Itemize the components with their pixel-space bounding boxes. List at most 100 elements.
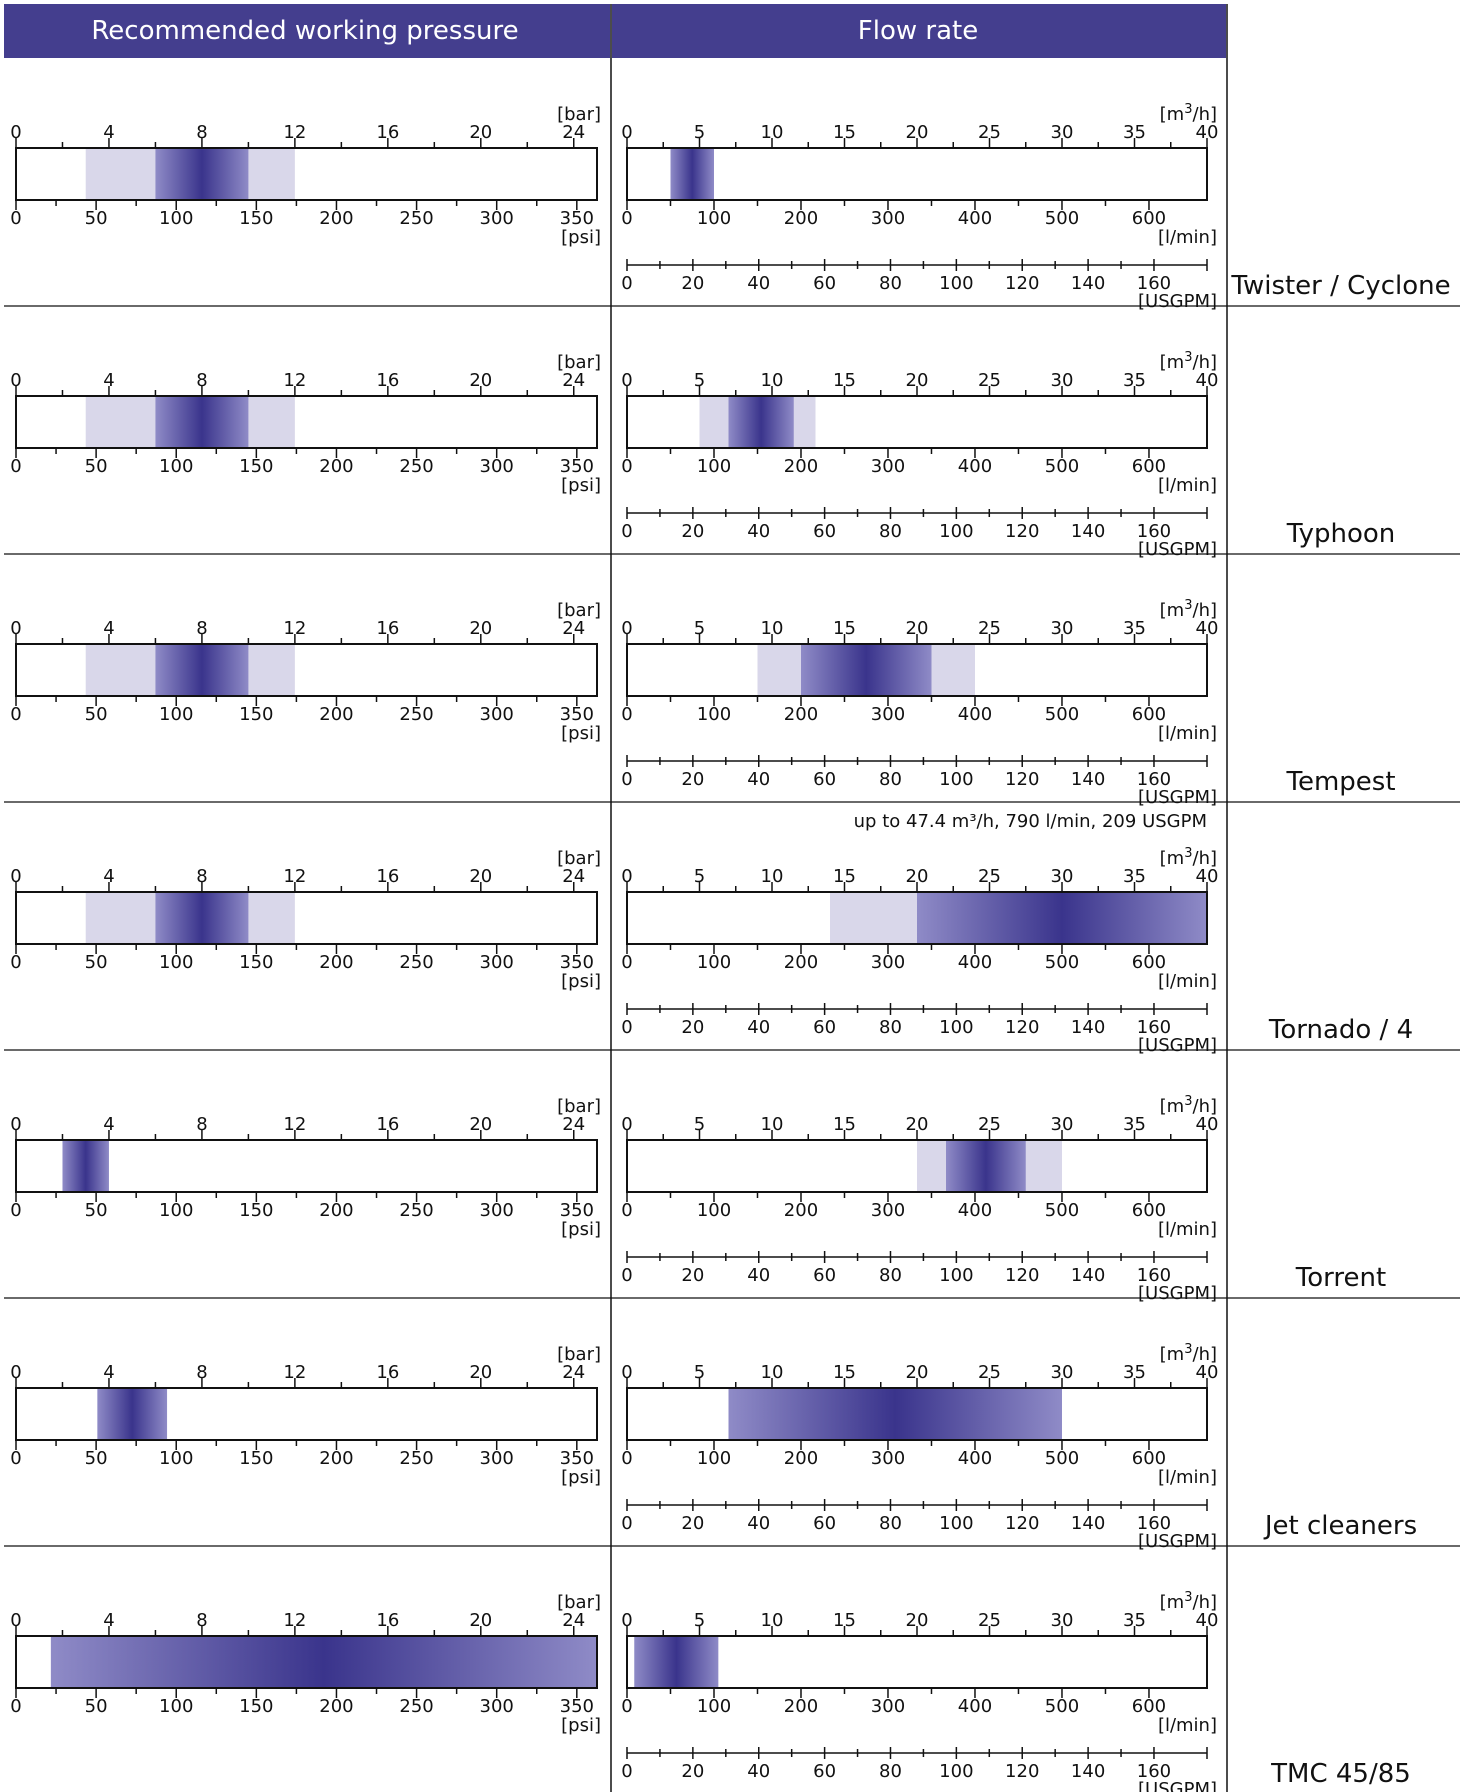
lmin-axis-tick-label-200: 200 (784, 1696, 818, 1717)
m3h-axis-tick-label-40: 40 (1196, 866, 1219, 887)
m3h-axis-tick-label-5: 5 (694, 618, 705, 639)
m3h-axis-tick-label-25: 25 (978, 122, 1001, 143)
m3h-axis-tick-label-40: 40 (1196, 370, 1219, 391)
bar-axis-tick-label-12: 12 (283, 618, 306, 639)
bar-axis-tick-label-8: 8 (196, 370, 207, 391)
lmin-axis-tick-label-100: 100 (697, 456, 731, 477)
usgpm-axis-tick-label-160: 160 (1137, 521, 1171, 542)
usgpm-axis-tick-label-20: 20 (681, 1513, 704, 1534)
psi-axis-tick-label-200: 200 (319, 704, 353, 725)
pressure-psi-unit: [psi] (561, 1715, 601, 1736)
psi-axis-tick-label-100: 100 (159, 456, 193, 477)
m3h-axis-tick-label-10: 10 (761, 1114, 784, 1135)
m3h-axis-tick-label-25: 25 (978, 1114, 1001, 1135)
usgpm-axis-tick-label-20: 20 (681, 521, 704, 542)
lmin-axis-tick-label-100: 100 (697, 1200, 731, 1221)
bar-axis-tick-label-20: 20 (469, 1114, 492, 1135)
lmin-axis-tick-label-400: 400 (958, 704, 992, 725)
psi-axis-tick-label-150: 150 (239, 704, 273, 725)
psi-axis-tick-label-250: 250 (399, 704, 433, 725)
m3h-axis-tick-label-15: 15 (833, 618, 856, 639)
psi-axis-tick-label-200: 200 (319, 952, 353, 973)
lmin-axis-tick-label-300: 300 (871, 1448, 905, 1469)
usgpm-axis-tick-label-40: 40 (747, 769, 770, 790)
flow-m3h-unit: [m3/h] (1160, 598, 1217, 621)
psi-axis-tick-label-50: 50 (85, 208, 108, 229)
usgpm-axis-tick-label-140: 140 (1071, 521, 1105, 542)
m3h-axis-tick-label-10: 10 (761, 866, 784, 887)
m3h-axis-tick-label-15: 15 (833, 1610, 856, 1631)
m3h-axis-tick-label-30: 30 (1051, 1362, 1074, 1383)
flow-usgpm-unit: [USGPM] (1138, 787, 1217, 808)
flow-recommended-range (728, 397, 794, 447)
lmin-axis-tick-label-400: 400 (958, 1696, 992, 1717)
rows: [bar]0 4 8 12 16 20 240 50 100 150 200 250 300 350[ps… (4, 4, 1460, 1792)
psi-axis-tick-label-0: 0 (10, 952, 21, 973)
flow-recommended-range (801, 645, 932, 695)
m3h-axis-tick-label-20: 20 (906, 370, 929, 391)
m3h-axis-tick-label-20: 20 (906, 618, 929, 639)
m3h-axis-tick-label-35: 35 (1123, 1610, 1146, 1631)
flow-usgpm-unit: [USGPM] (1138, 1283, 1217, 1304)
bar-axis-tick-label-24: 24 (562, 370, 585, 391)
usgpm-axis-tick-label-160: 160 (1137, 1761, 1171, 1782)
lmin-axis-tick-label-0: 0 (621, 704, 632, 725)
lmin-axis-tick-label-300: 300 (871, 208, 905, 229)
lmin-axis-tick-label-400: 400 (958, 952, 992, 973)
usgpm-axis-tick-label-40: 40 (747, 1265, 770, 1286)
usgpm-axis-tick-label-20: 20 (681, 1761, 704, 1782)
psi-axis-tick-label-250: 250 (399, 208, 433, 229)
usgpm-axis-tick-label-40: 40 (747, 521, 770, 542)
flow-m3h-unit: [m3/h] (1160, 350, 1217, 373)
pressure-bar-unit: [bar] (557, 104, 601, 125)
lmin-axis-tick-label-600: 600 (1132, 1448, 1166, 1469)
bar-axis-tick-label-4: 4 (103, 122, 114, 143)
device-name: Tempest (1285, 767, 1395, 797)
flow-lmin-unit: [l/min] (1158, 723, 1217, 744)
usgpm-axis-tick-label-40: 40 (747, 1017, 770, 1038)
usgpm-axis-tick-label-20: 20 (681, 273, 704, 294)
psi-axis-tick-label-100: 100 (159, 704, 193, 725)
pressure-recommended-range (97, 1389, 168, 1439)
m3h-axis-tick-label-15: 15 (833, 1114, 856, 1135)
usgpm-axis-tick-label-80: 80 (879, 769, 902, 790)
m3h-axis-tick-label-5: 5 (694, 1114, 705, 1135)
usgpm-axis-tick-label-80: 80 (879, 1513, 902, 1534)
pressure-scale-box (15, 147, 598, 201)
lmin-axis-tick-label-400: 400 (958, 208, 992, 229)
lmin-axis-tick-label-0: 0 (621, 456, 632, 477)
psi-axis-tick-label-300: 300 (480, 1200, 514, 1221)
lmin-axis-tick-label-300: 300 (871, 1200, 905, 1221)
usgpm-axis-tick-label-0: 0 (621, 1761, 632, 1782)
flow-extended-range (830, 893, 917, 943)
m3h-axis-tick-label-20: 20 (906, 866, 929, 887)
m3h-axis-tick-label-10: 10 (761, 370, 784, 391)
m3h-axis-tick-label-40: 40 (1196, 1114, 1219, 1135)
usgpm-axis-tick-label-160: 160 (1137, 1513, 1171, 1534)
usgpm-axis-tick-label-120: 120 (1005, 1017, 1039, 1038)
psi-axis-tick-label-350: 350 (560, 704, 594, 725)
bar-axis-tick-label-24: 24 (562, 1114, 585, 1135)
psi-axis-tick-label-50: 50 (85, 1448, 108, 1469)
bar-axis-tick-label-16: 16 (376, 370, 399, 391)
lmin-axis-tick-label-400: 400 (958, 456, 992, 477)
lmin-axis-tick-label-600: 600 (1132, 456, 1166, 477)
m3h-axis-tick-label-20: 20 (906, 1610, 929, 1631)
usgpm-axis-tick-label-0: 0 (621, 1017, 632, 1038)
psi-axis-tick-label-150: 150 (239, 1200, 273, 1221)
m3h-axis-tick-label-25: 25 (978, 618, 1001, 639)
psi-axis-tick-label-250: 250 (399, 952, 433, 973)
usgpm-axis-tick-label-80: 80 (879, 1761, 902, 1782)
lmin-axis-tick-label-300: 300 (871, 1696, 905, 1717)
m3h-axis-tick-label-35: 35 (1123, 1362, 1146, 1383)
usgpm-axis-tick-label-140: 140 (1071, 273, 1105, 294)
m3h-axis-tick-label-30: 30 (1051, 1114, 1074, 1135)
bar-axis-tick-label-8: 8 (196, 618, 207, 639)
pressure-psi-unit: [psi] (561, 1467, 601, 1488)
bar-axis-tick-label-8: 8 (196, 1114, 207, 1135)
flow-lmin-unit: [l/min] (1158, 1219, 1217, 1240)
bar-axis-tick-label-4: 4 (103, 866, 114, 887)
bar-axis-tick-label-24: 24 (562, 122, 585, 143)
psi-axis-tick-label-300: 300 (480, 952, 514, 973)
